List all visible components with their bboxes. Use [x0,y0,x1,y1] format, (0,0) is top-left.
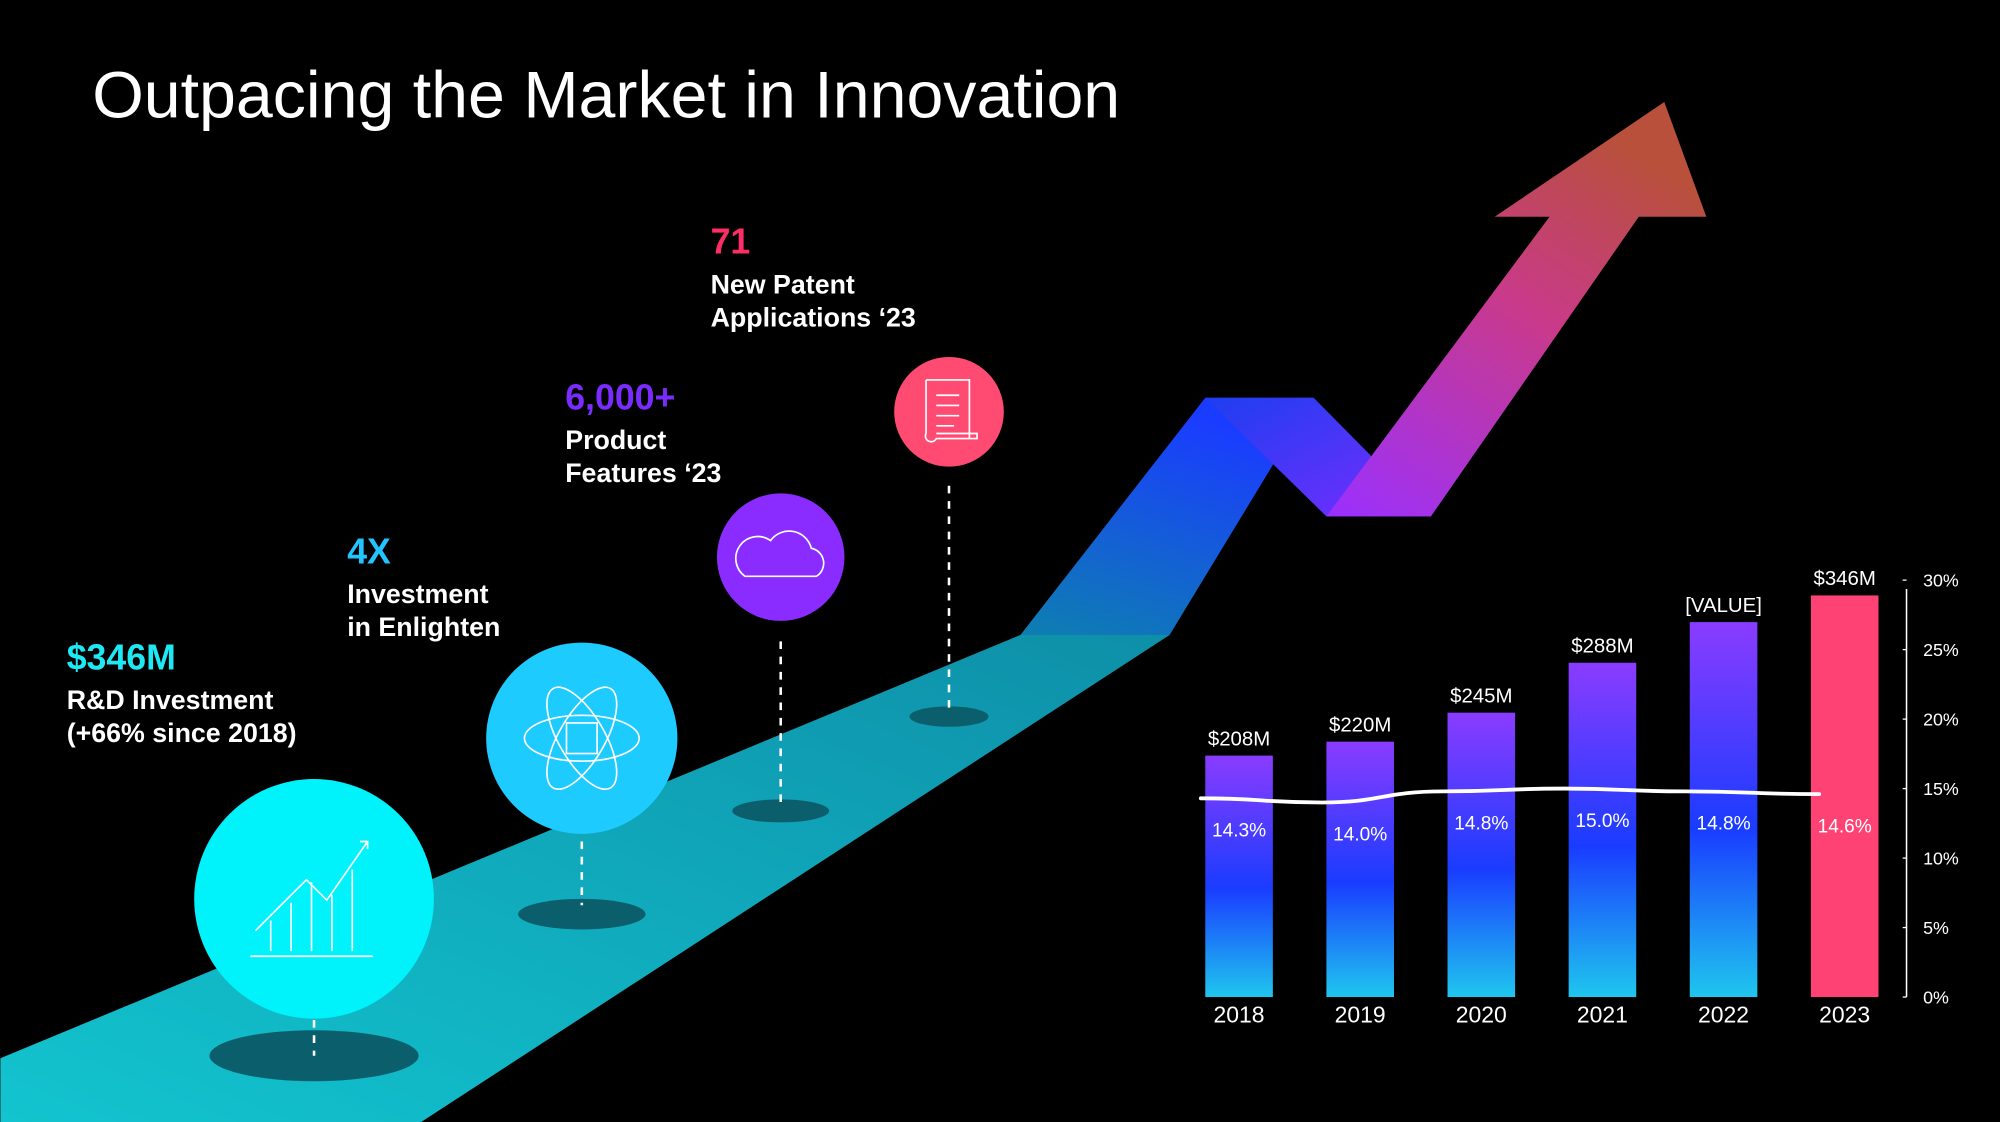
bar [1810,595,1879,998]
y2-tick-label: 15% [1923,779,1959,799]
line-value-label: 14.0% [1333,825,1387,846]
x-tick-label: 2023 [1819,1002,1870,1028]
stat-text: in Enlighten [347,612,500,642]
x-tick-label: 2020 [1456,1002,1507,1028]
chart-icon [250,840,373,958]
stat-text: New Patent [711,269,855,299]
x-tick-label: 2019 [1335,1002,1386,1028]
y2-tick-label: 20% [1923,709,1959,729]
bar-value-label: $245M [1450,685,1512,707]
x-tick-label: 2021 [1577,1002,1628,1028]
cloud-icon [735,530,825,578]
y2-tick-label: 5% [1923,918,1949,938]
stat-value: $346M [67,637,176,677]
bar-value-label: $288M [1571,636,1633,658]
line-value-label: 15.0% [1575,811,1629,832]
shadow [732,799,830,823]
bar-value-label: $346M [1814,568,1876,590]
arrow [1326,102,1707,517]
stat-value: 4X [347,532,391,572]
y2-tick-label: 30% [1923,571,1959,591]
atom-icon [523,686,641,791]
stat-value: 71 [711,222,751,262]
stat-text: Investment [347,579,488,609]
ribbon [1020,397,1314,635]
bar [1568,662,1637,998]
line-value-label: 14.6% [1818,816,1872,837]
y2-tick-label: 25% [1923,640,1959,660]
line-value-label: 14.8% [1696,814,1750,835]
shadow [518,898,646,930]
bar-value-label: [VALUE] [1685,595,1762,617]
icons [194,357,1004,1019]
bar-value-label: $208M [1208,728,1270,750]
slide-title: Outpacing the Market in Innovation [92,58,1120,132]
stat-text: Applications ‘23 [711,302,916,332]
y2-tick-label: 0% [1923,987,1949,1007]
stat-text: Features ‘23 [565,458,721,488]
line-value-label: 14.8% [1454,814,1508,835]
bar-value-label: $220M [1329,714,1391,736]
y2-tick-label: 10% [1923,848,1959,868]
x-tick-label: 2022 [1698,1002,1749,1028]
stat-text: (+66% since 2018) [67,718,297,748]
milestones [209,485,989,1082]
x-tick-label: 2018 [1214,1002,1265,1028]
icon-circle [486,642,678,834]
bar [1447,712,1516,998]
bar [1205,755,1273,998]
icon-circle [194,779,434,1019]
bar [1326,741,1394,998]
line-value-label: 14.3% [1212,821,1266,842]
ratio-line [1198,786,1822,805]
stat-text: Product [565,425,666,455]
bar [1689,622,1758,998]
icon-circle [716,493,845,621]
icon-circle [894,357,1004,467]
stats: $346M R&D Investment(+66% since 2018) 4X In… [67,222,916,748]
shadow [909,706,989,727]
scroll-icon [924,379,978,443]
stat-text: R&D Investment [67,685,274,715]
chart: 0% 5% 10% 15% 20% 25% 30% $208M 2018 $220M 2019 $24… [1198,568,1959,1028]
stat-value: 6,000+ [565,377,675,417]
